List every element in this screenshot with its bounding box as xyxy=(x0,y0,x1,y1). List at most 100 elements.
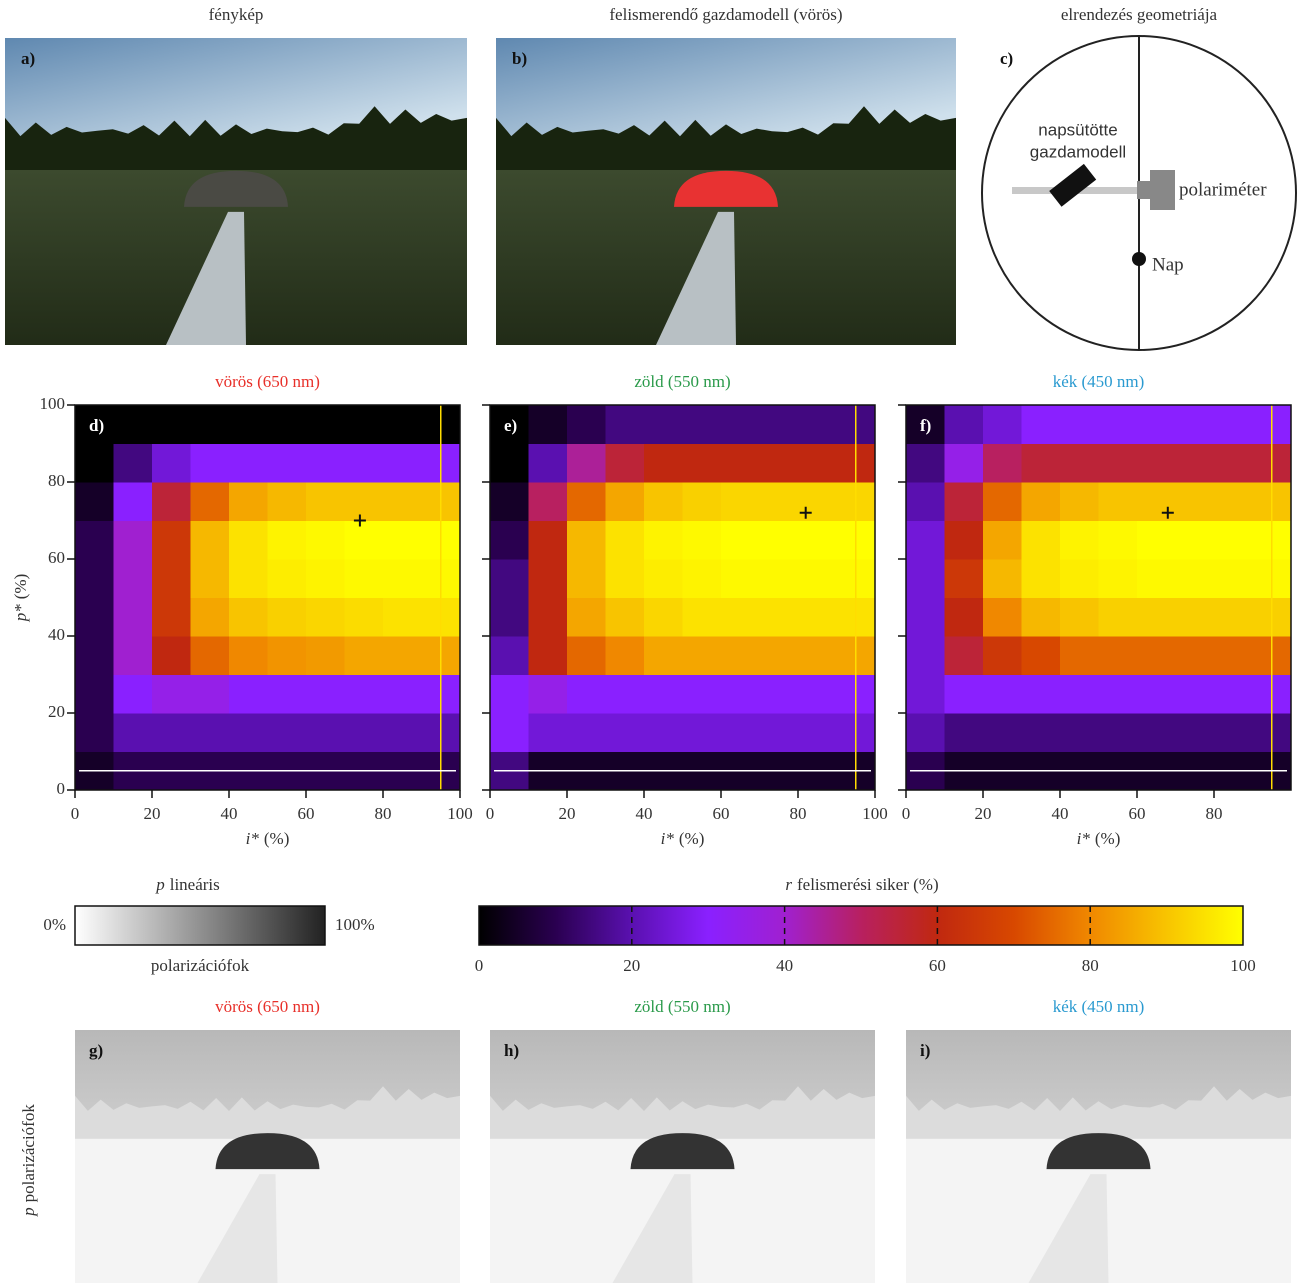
heat-cell xyxy=(759,674,799,714)
heat-cell xyxy=(528,482,568,521)
heat-cell xyxy=(190,674,230,714)
heat-cell xyxy=(113,713,153,752)
photo-content xyxy=(490,1030,875,1283)
heat-cell xyxy=(490,674,529,714)
heat-cell xyxy=(267,559,307,598)
colorbar-title-rest: felismerési siker (%) xyxy=(797,875,939,894)
photo xyxy=(496,38,956,345)
heat-cell xyxy=(267,405,307,444)
heat-cell xyxy=(383,405,422,444)
heat-cell xyxy=(190,443,230,483)
heat-cell xyxy=(229,597,268,637)
colorbar-title: r felismerési siker (%) xyxy=(785,875,938,894)
heat-cell xyxy=(1214,405,1253,444)
photo xyxy=(5,38,467,345)
heat-cell xyxy=(490,597,529,637)
heat-cell xyxy=(152,443,191,483)
heat-cell xyxy=(1137,597,1176,637)
heat-cell xyxy=(605,520,645,560)
colorbar-tick-label: 40 xyxy=(776,956,793,975)
plot-frame xyxy=(489,404,876,791)
photo xyxy=(75,1030,460,1283)
heat-cell xyxy=(567,559,606,598)
heat-cell xyxy=(383,443,422,483)
heat-cell xyxy=(267,636,307,675)
target-label: napsütötte xyxy=(1038,120,1117,139)
p-colorbar xyxy=(74,905,326,946)
heat-cell xyxy=(306,636,345,675)
heat-cell xyxy=(152,520,191,560)
heat-cell xyxy=(944,520,984,560)
heat-cell xyxy=(1175,520,1215,560)
heat-cell xyxy=(267,674,307,714)
x-tick-label: 40 xyxy=(636,804,653,823)
heat-cell xyxy=(721,405,760,444)
y-axis-label-rest: (%) xyxy=(11,574,30,599)
row-label-rest: polarizációfok xyxy=(19,1104,38,1203)
panel-label: b) xyxy=(512,49,527,68)
heat-cell xyxy=(1214,597,1253,637)
heat-cell xyxy=(229,520,268,560)
heat-cell xyxy=(152,559,191,598)
heat-cell xyxy=(1060,405,1099,444)
heat-cell xyxy=(344,674,384,714)
x-tick-label: 80 xyxy=(790,804,807,823)
heat-cell xyxy=(682,482,722,521)
x-tick-label: 100 xyxy=(447,804,473,823)
target-icon xyxy=(1049,163,1097,207)
heat-cell xyxy=(1214,636,1253,675)
heat-cell xyxy=(1137,674,1176,714)
heat-cell xyxy=(344,405,384,444)
heat-cell xyxy=(1137,405,1176,444)
panel-label: d) xyxy=(89,416,104,435)
row-label: p polarizációfok xyxy=(19,1104,38,1217)
x-axis-label: i* (%) xyxy=(661,829,705,848)
heat-cell xyxy=(528,713,568,752)
heat-cell xyxy=(759,443,799,483)
heat-cell xyxy=(383,713,422,752)
heat-cell xyxy=(383,674,422,714)
heat-cell xyxy=(267,520,307,560)
heat-cell xyxy=(721,636,760,675)
optimum-marker xyxy=(353,514,366,527)
heat-cell xyxy=(759,559,799,598)
heat-cell xyxy=(605,405,645,444)
heat-cell xyxy=(605,636,645,675)
heat-cell xyxy=(682,443,722,483)
heat-cell xyxy=(944,559,984,598)
sun-label: Nap xyxy=(1152,254,1184,275)
heat-cell xyxy=(983,713,1022,752)
panel-label: g) xyxy=(89,1041,103,1060)
heat-cell xyxy=(1175,674,1215,714)
x-axis-label-var: i* xyxy=(246,829,260,848)
heat-cell xyxy=(644,443,683,483)
panel-title: fénykép xyxy=(209,5,264,24)
colorbar-tick-label: 20 xyxy=(623,956,640,975)
heat-cell xyxy=(229,674,268,714)
heat-cell xyxy=(983,597,1022,637)
heat-cell xyxy=(306,559,345,598)
polarimeter-icon xyxy=(1150,170,1175,210)
heat-cell xyxy=(1060,636,1099,675)
heat-cell xyxy=(190,713,230,752)
heat-cell xyxy=(190,405,230,444)
heat-cell xyxy=(75,713,114,752)
x-tick-label: 0 xyxy=(486,804,495,823)
heat-cell xyxy=(944,674,984,714)
x-tick-label: 100 xyxy=(862,804,888,823)
heat-cell xyxy=(567,405,606,444)
heat-cell xyxy=(490,559,529,598)
panel-title: vörös (650 nm) xyxy=(215,372,320,391)
heat-cell xyxy=(1214,713,1253,752)
heat-cell xyxy=(267,713,307,752)
x-tick-label: 40 xyxy=(221,804,238,823)
heat-cell xyxy=(721,520,760,560)
heat-cell xyxy=(152,482,191,521)
heat-cell xyxy=(906,597,945,637)
panel-title: zöld (550 nm) xyxy=(634,372,730,391)
x-tick-label: 60 xyxy=(1129,804,1146,823)
heat-cell xyxy=(983,405,1022,444)
heat-cell xyxy=(306,482,345,521)
heat-cell xyxy=(528,405,568,444)
